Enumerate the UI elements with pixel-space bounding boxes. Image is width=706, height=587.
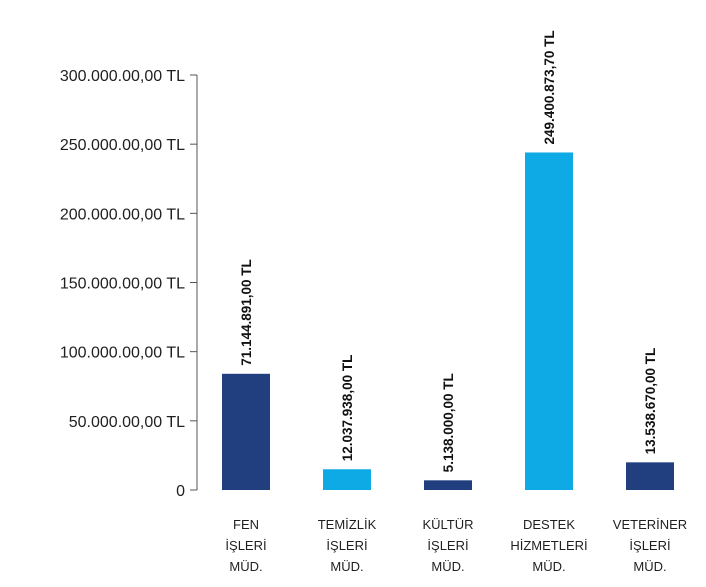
bar [222, 373, 270, 490]
data-label: 249.400.873,70 TL [542, 30, 557, 144]
x-axis-labels: FEN İŞLERİ MÜD. TEMİZLİK İŞLERİ MÜD. KÜLTÜR İŞL… [225, 517, 687, 574]
x-tick-label-line: İŞLERİ [326, 538, 367, 553]
x-tick-label-line: MÜD. [532, 559, 565, 574]
x-tick-label-line: MÜD. [330, 559, 363, 574]
data-label: 13.538.670,00 TL [643, 348, 658, 455]
x-tick-label-line: İŞLERİ [427, 538, 468, 553]
bars [222, 152, 674, 490]
bar [424, 480, 472, 490]
y-tick-label: 150.000.00,00 TL [60, 276, 185, 293]
x-tick-label: FEN İŞLERİ MÜD. [225, 517, 266, 574]
x-tick-label: KÜLTÜR İŞLERİ MÜD. [422, 517, 473, 574]
x-tick-label-line: MÜD. [229, 559, 262, 574]
x-tick-label-line: VETERİNER [613, 517, 687, 532]
x-tick-label-line: FEN [233, 517, 259, 532]
x-tick-label-line: KÜLTÜR [422, 517, 473, 532]
y-tick-label: 100.000.00,00 TL [60, 345, 185, 362]
bar [525, 152, 573, 490]
bar [626, 462, 674, 490]
y-tick-label: 50.000.00,00 TL [69, 414, 185, 431]
x-tick-label-line: HİZMETLERİ [510, 538, 587, 553]
x-tick-label-line: MÜD. [633, 559, 666, 574]
data-label: 5.138.000,00 TL [441, 373, 456, 472]
x-tick-label: DESTEK HİZMETLERİ MÜD. [510, 517, 587, 574]
x-tick-label-line: DESTEK [523, 517, 575, 532]
data-label: 12.037.938,00 TL [340, 355, 355, 462]
x-tick-label-line: İŞLERİ [225, 538, 266, 553]
y-tick-label: 250.000.00,00 TL [60, 137, 185, 154]
y-axis: 0 50.000.00,00 TL 100.000.00,00 TL 150.000.… [60, 68, 198, 500]
y-tick-label: 300.000.00,00 TL [60, 68, 185, 85]
x-tick-label: VETERİNER İŞLERİ MÜD. [613, 517, 687, 574]
x-tick-label-line: İŞLERİ [629, 538, 670, 553]
y-tick-label: 200.000.00,00 TL [60, 206, 185, 223]
data-label: 71.144.891,00 TL [239, 259, 254, 366]
y-tick-label: 0 [176, 483, 185, 500]
x-tick-label-line: MÜD. [431, 559, 464, 574]
x-tick-label: TEMİZLİK İŞLERİ MÜD. [318, 517, 377, 574]
bar [323, 469, 371, 490]
x-tick-label-line: TEMİZLİK [318, 517, 377, 532]
data-labels: 71.144.891,00 TL 12.037.938,00 TL 5.138.00… [239, 30, 658, 472]
